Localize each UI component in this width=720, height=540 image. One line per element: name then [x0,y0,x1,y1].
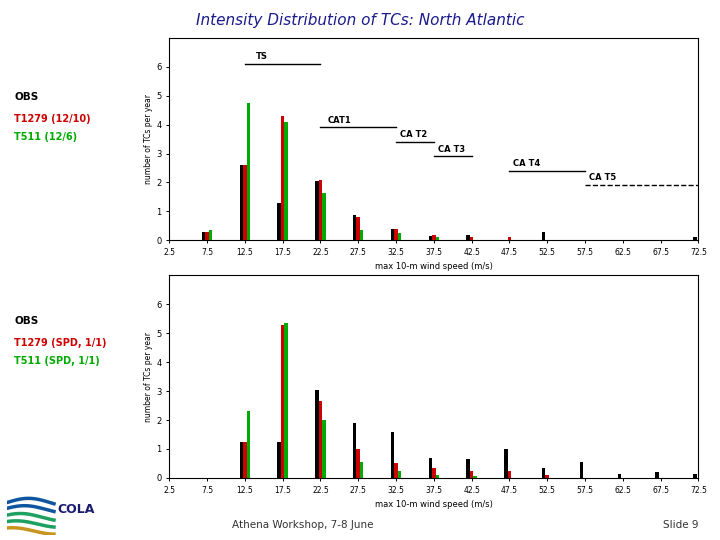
Bar [277,442,281,478]
Bar [360,462,364,478]
Y-axis label: number of TCs per year: number of TCs per year [145,332,153,422]
Text: T1279 (12/10): T1279 (12/10) [14,113,91,124]
Bar [473,476,477,478]
Bar [209,230,212,240]
Text: CA T3: CA T3 [438,145,464,153]
Bar [246,103,250,240]
Bar [432,235,436,240]
Bar [542,468,546,478]
Bar [618,474,621,478]
Text: OBS: OBS [14,316,39,326]
Bar [205,232,209,240]
Bar [395,463,397,478]
Bar [432,468,436,478]
Bar [243,442,246,478]
Bar [246,411,250,478]
Bar [391,431,395,478]
Text: CA T5: CA T5 [589,173,616,183]
Bar [580,462,583,478]
Bar [397,471,401,478]
Y-axis label: number of TCs per year: number of TCs per year [145,94,153,184]
Bar [353,215,356,240]
Bar [356,449,360,478]
Bar [315,181,319,240]
Bar [428,236,432,240]
Text: CAT1: CAT1 [328,116,351,125]
Bar [546,475,549,478]
Bar [360,230,364,240]
Bar [202,232,205,240]
Bar [467,459,470,478]
Bar [693,474,697,478]
Text: Athena Workshop, 7-8 June: Athena Workshop, 7-8 June [232,520,373,530]
Text: CA T4: CA T4 [513,159,541,168]
Text: TS: TS [256,52,268,61]
Bar [315,390,319,478]
Text: T511 (12/6): T511 (12/6) [14,132,78,143]
Text: Slide 9: Slide 9 [663,520,698,530]
Bar [397,233,401,240]
Bar [467,234,470,240]
Bar [322,193,325,240]
Bar [353,423,356,478]
Bar [395,229,397,240]
Bar [281,325,284,478]
Text: T511 (SPD, 1/1): T511 (SPD, 1/1) [14,356,100,367]
Text: T1279 (SPD, 1/1): T1279 (SPD, 1/1) [14,338,107,348]
Bar [508,471,511,478]
Bar [284,122,288,240]
Bar [693,238,697,240]
Bar [504,449,508,478]
Bar [508,238,511,240]
Text: OBS: OBS [14,92,39,102]
Text: COLA: COLA [58,503,95,516]
Bar [277,202,281,240]
Bar [428,458,432,478]
Bar [240,165,243,240]
Bar [281,116,284,240]
Bar [470,238,473,240]
Bar [243,165,246,240]
Text: CA T2: CA T2 [400,130,427,139]
Bar [319,179,322,240]
X-axis label: max 10-m wind speed (m/s): max 10-m wind speed (m/s) [375,262,492,272]
Bar [542,232,546,240]
Bar [655,472,659,478]
Bar [436,475,439,478]
Bar [322,420,325,478]
Text: Intensity Distribution of TCs: North Atlantic: Intensity Distribution of TCs: North Atl… [196,14,524,29]
Bar [470,471,473,478]
Bar [284,323,288,478]
Bar [240,442,243,478]
Bar [436,238,439,240]
Bar [319,401,322,478]
Bar [391,230,395,240]
X-axis label: max 10-m wind speed (m/s): max 10-m wind speed (m/s) [375,500,492,509]
Bar [356,217,360,240]
